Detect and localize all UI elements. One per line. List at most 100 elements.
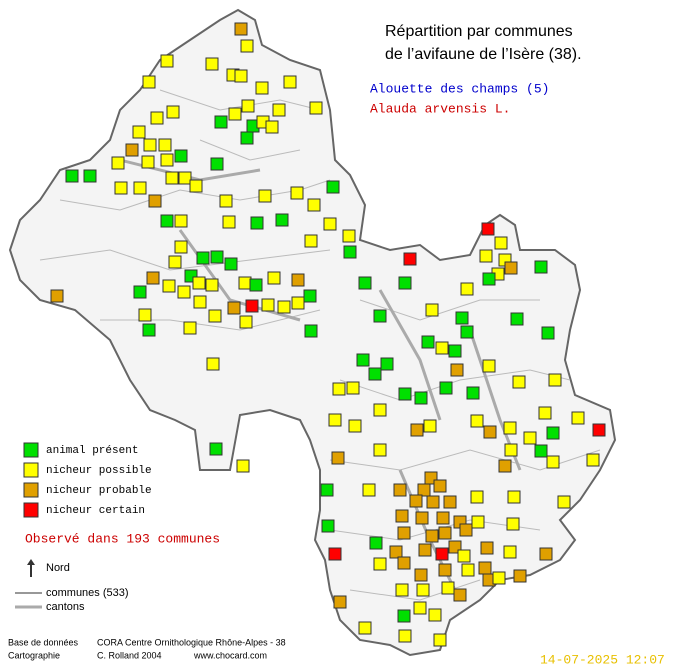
commune-marker [466,386,480,400]
commune-marker [111,156,125,170]
commune-marker [398,387,412,401]
commune-marker [506,517,520,531]
commune-marker [470,490,484,504]
commune-marker [397,556,411,570]
commune-marker [174,214,188,228]
commune-marker [321,519,335,533]
commune-marker [323,217,337,231]
commune-marker [395,583,409,597]
commune-marker [373,403,387,417]
commune-marker [219,194,233,208]
commune-marker [492,571,506,585]
commune-marker [418,543,432,557]
commune-marker [478,561,492,575]
commune-marker [227,301,241,315]
commune-marker [461,563,475,577]
commune-marker [433,633,447,647]
legend-swatch [23,502,39,518]
commune-marker [205,57,219,71]
commune-marker [189,179,203,193]
species-latin: Alauda arvensis L. [370,101,510,116]
commune-marker [348,419,362,433]
legend-swatch [23,462,39,478]
commune-marker [174,149,188,163]
legend: animal présent nicheur possible nicheur pr… [23,442,152,518]
commune-marker [439,381,453,395]
commune-marker [291,273,305,287]
credit: C. Rolland 2004 [97,650,162,660]
credit: www.chocard.com [193,650,267,660]
commune-marker [423,419,437,433]
commune-marker [428,608,442,622]
commune-marker [214,115,228,129]
commune-marker [222,215,236,229]
commune-marker [460,282,474,296]
commune-marker [482,359,496,373]
commune-marker [239,315,253,329]
commune-marker [460,325,474,339]
commune-marker [539,547,553,561]
commune-marker [546,455,560,469]
commune-marker [479,249,493,263]
commune-marker [358,276,372,290]
commune-marker [557,495,571,509]
commune-marker [166,105,180,119]
commune-marker [507,490,521,504]
line-key-label: communes (533) [46,587,129,599]
commune-marker [415,511,429,525]
commune-marker [328,547,342,561]
legend-label: nicheur probable [46,485,152,497]
commune-marker [240,131,254,145]
commune-marker [380,357,394,371]
commune-marker [389,545,403,559]
commune-marker [438,526,452,540]
commune-marker [183,321,197,335]
commune-marker [546,426,560,440]
commune-marker [482,272,496,286]
commune-marker [178,171,192,185]
commune-marker [494,236,508,250]
commune-marker [277,300,291,314]
commune-marker [410,423,424,437]
credit: Base de données [8,637,79,647]
commune-marker [228,107,242,121]
commune-marker [413,601,427,615]
legend-swatch [23,482,39,498]
commune-marker [331,451,345,465]
commune-marker [304,234,318,248]
commune-marker [210,157,224,171]
commune-marker [142,75,156,89]
commune-marker [238,276,252,290]
commune-marker [393,483,407,497]
commune-marker [125,143,139,157]
commune-marker [138,308,152,322]
title: de l’avifaune de l’Isère (38). [385,46,582,63]
commune-marker [132,125,146,139]
commune-marker [342,229,356,243]
legend-swatch [23,442,39,458]
commune-marker [304,324,318,338]
commune-marker [160,214,174,228]
legend-label: nicheur certain [46,505,145,517]
legend-label: nicheur possible [46,465,152,477]
commune-marker [272,103,286,117]
commune-marker [438,563,452,577]
commune-marker [504,443,518,457]
commune-marker [141,155,155,169]
commune-marker [250,216,264,230]
commune-marker [414,568,428,582]
commune-marker [538,406,552,420]
commune-marker [586,453,600,467]
commune-marker [290,186,304,200]
commune-marker [65,169,79,183]
credit: Cartographie [8,650,60,660]
commune-marker [192,276,206,290]
commune-marker [435,341,449,355]
credit: CORA Centre Ornithologique Rhône-Alpes -… [97,637,286,647]
commune-marker [398,629,412,643]
commune-marker [224,257,238,271]
commune-marker [275,213,289,227]
commune-marker [133,181,147,195]
commune-marker [346,381,360,395]
commune-marker [291,296,305,310]
